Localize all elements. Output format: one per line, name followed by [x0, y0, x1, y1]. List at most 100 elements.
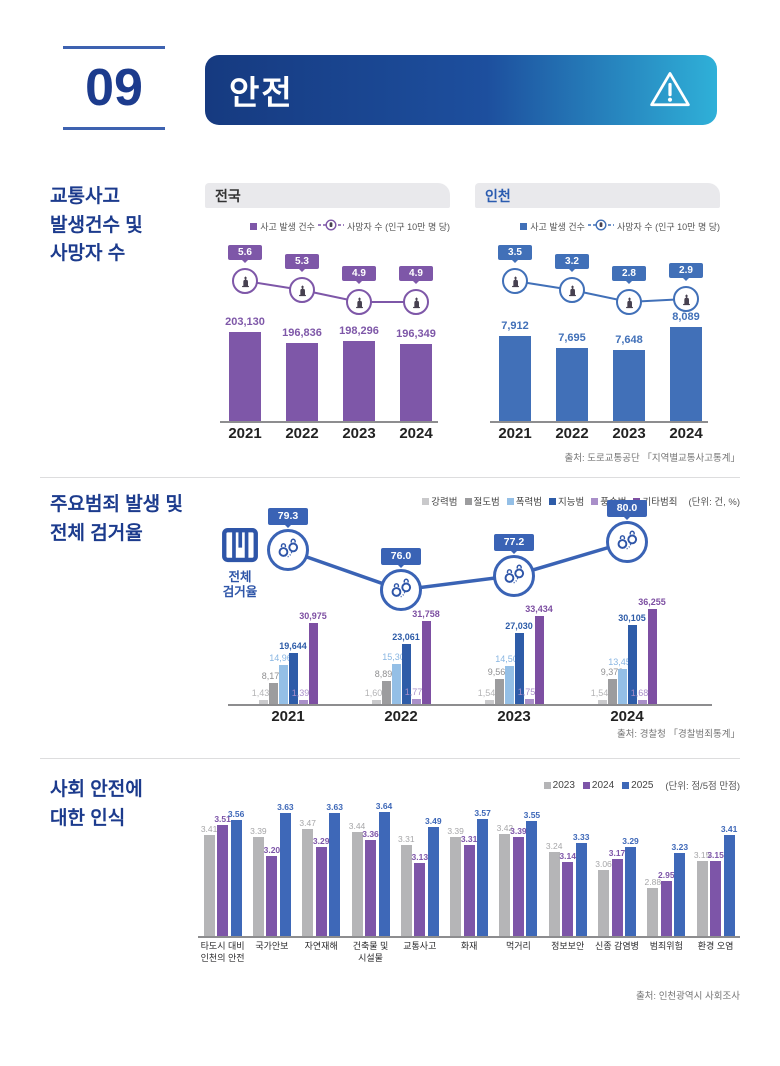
bar-value-label: 3.15 — [707, 850, 724, 860]
category-label-line: 신종 감염병 — [595, 941, 639, 951]
bar — [548, 852, 560, 936]
category-label: 범죄위험 — [637, 941, 695, 953]
section-title-crime: 주요범죄 발생 및 전체 검거율 — [50, 491, 210, 548]
tombstone-icon — [298, 285, 306, 296]
warning-triangle-icon — [647, 67, 693, 113]
bar-value-label: 3.14 — [559, 851, 576, 861]
bar — [365, 840, 376, 936]
bar-value-label: 3.49 — [425, 816, 442, 826]
trend-line — [287, 540, 628, 592]
line-marker — [346, 289, 372, 315]
legend-item: 2023 — [543, 780, 575, 791]
bar — [308, 622, 318, 704]
badge-pointer — [568, 268, 576, 276]
legend-swatch — [520, 222, 528, 230]
category-label-line: 타도시 대비 — [200, 941, 245, 951]
value-badge: 79.3 — [268, 508, 308, 526]
legend-item: 2025 — [622, 780, 653, 791]
legend-label: 2025 — [631, 779, 654, 791]
region-tab: 인천 — [475, 183, 720, 208]
tombstone-icon — [568, 285, 576, 296]
divider — [40, 477, 740, 478]
bar — [371, 699, 381, 704]
bar-value-label: 19,644 — [279, 640, 307, 651]
bar — [258, 700, 268, 704]
legend-label: 사망자 수 (인구 10만 명 당) — [616, 221, 720, 232]
years-row: 2021 2022 2023 2024 — [205, 425, 450, 445]
bar-value-label: 15,305 — [382, 651, 410, 662]
bar — [670, 326, 702, 421]
badge-pointer — [241, 259, 249, 267]
arrest-rate-icon-block: 전체 검거율 — [214, 524, 266, 600]
bar-value-label: 9,567 — [487, 666, 511, 677]
bar — [607, 679, 617, 704]
bar — [723, 835, 735, 936]
value-badge: 5.3 — [285, 254, 319, 269]
bar — [427, 827, 439, 936]
bar-value-label: 8,089 — [672, 310, 700, 323]
bar-value-label: 3.29 — [622, 836, 639, 846]
bar-value-label: 3.39 — [447, 826, 464, 836]
bar-value-label: 3.15 — [693, 850, 711, 860]
axis-baseline — [198, 936, 740, 938]
legend-swatch — [543, 781, 551, 789]
bar-value-label: 3.63 — [326, 802, 343, 812]
bar — [298, 700, 308, 704]
line-marker — [380, 569, 422, 611]
unit-label: (단위: 건, %) — [688, 497, 740, 508]
bar — [562, 862, 574, 936]
bar-value-label: 8,171 — [261, 670, 285, 681]
bar — [534, 616, 544, 704]
bar — [526, 821, 538, 936]
bar — [504, 665, 514, 704]
bar-value-label: 3.29 — [312, 836, 330, 846]
year-label: 2023 — [612, 425, 646, 442]
line-legend-wrap — [317, 219, 344, 233]
category-label-line: 자연재해 — [304, 941, 338, 951]
crime-chart-area: 1,437 1,601 1,546 1,548 8,171 8,893 9,567 9,373… — [200, 500, 740, 738]
bar — [351, 832, 363, 936]
bar-value-label: 9,373 — [600, 667, 624, 678]
bar — [400, 845, 412, 936]
bar-value-label: 3.17 — [608, 848, 626, 858]
bar — [499, 834, 511, 936]
category-label-line: 범죄위험 — [649, 941, 683, 951]
bar — [378, 812, 390, 936]
axis-baseline — [220, 421, 438, 423]
legend-swatch — [506, 497, 514, 505]
bar-value-label: 36,255 — [638, 597, 666, 607]
chart-legend: 강력범절도범폭력범지능범풍속범기타범죄 (단위: 건, %) — [422, 494, 740, 508]
bar-value-label: 1,437 — [251, 688, 275, 699]
category-label: 타도시 대비 인천의 안전 — [194, 941, 252, 964]
year-label: 2021 — [228, 425, 262, 442]
prison-bars-icon — [219, 527, 261, 569]
bar-value-label: 203,130 — [225, 316, 265, 329]
bar — [329, 813, 341, 936]
bar-value-label: 7,695 — [558, 331, 586, 344]
line-legend-icon — [587, 219, 614, 231]
bar-value-label: 2.95 — [658, 870, 675, 880]
bar-value-label: 3.42 — [496, 823, 514, 833]
bar — [647, 609, 657, 704]
section-title-line: 전체 검거율 — [50, 522, 143, 544]
source-perception: 출처: 인천광역시 사회조사 — [635, 991, 740, 1002]
legend-swatch — [582, 781, 590, 789]
chart-crime: 강력범절도범폭력범지능범풍속범기타범죄 (단위: 건, %) 전체 검거율 1,… — [200, 490, 740, 742]
section-title-line: 대한 인식 — [50, 807, 126, 829]
bar — [217, 825, 229, 936]
tombstone-icon — [412, 297, 420, 308]
bar — [252, 837, 264, 936]
legend-swatch — [549, 497, 556, 505]
bar-value-label: 1,683 — [630, 687, 654, 698]
bar — [477, 819, 489, 936]
number-rule-bottom — [63, 127, 165, 130]
chart-perception: 2023 2024 2025 (단위: 점/5점 만점) 3.41 3.39 3.47 3… — [198, 770, 740, 1018]
handcuffs-icon — [617, 530, 638, 550]
line-marker — [232, 268, 258, 294]
bar — [278, 664, 288, 704]
perception-chart-area: 3.41 3.39 3.47 3.44 3.31 3.39 3.42 3.24 3.06 2.88… — [198, 800, 740, 1000]
bar-value-label: 27,030 — [505, 621, 533, 632]
bar-value-label: 3.06 — [595, 859, 612, 869]
legend-swatch — [464, 497, 472, 505]
divider — [40, 758, 740, 759]
